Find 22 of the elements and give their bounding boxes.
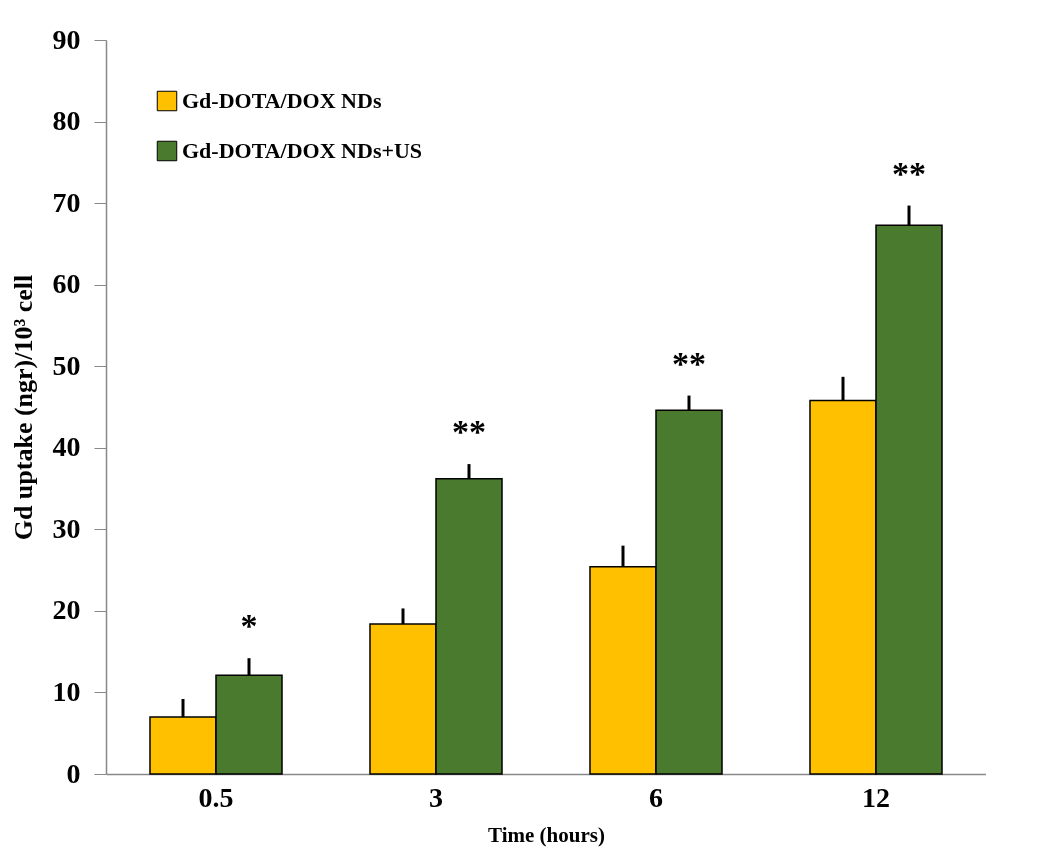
y-tick-label: 80 bbox=[52, 105, 81, 137]
y-tick-label: 10 bbox=[52, 675, 81, 707]
annotation: ** bbox=[672, 344, 706, 382]
annotation: ** bbox=[892, 154, 926, 192]
y-tick-label: 0 bbox=[66, 757, 81, 789]
y-tick-label: 50 bbox=[52, 349, 81, 381]
y-tick-label: 90 bbox=[52, 23, 81, 55]
legend-label: Gd-DOTA/DOX NDs bbox=[182, 88, 382, 113]
y-tick-label: 70 bbox=[52, 186, 81, 218]
x-tick-label: 12 bbox=[862, 781, 890, 813]
y-axis-title: Gd uptake (ngr)/10³ cell bbox=[8, 274, 38, 541]
annotation: * bbox=[240, 607, 258, 645]
x-tick-label: 6 bbox=[649, 781, 663, 813]
x-tick-label: 3 bbox=[429, 781, 443, 813]
x-tick-label: 0.5 bbox=[198, 781, 234, 813]
y-tick-label: 20 bbox=[52, 594, 81, 626]
y-tick-label: 30 bbox=[52, 512, 81, 544]
y-tick-label: 40 bbox=[52, 431, 81, 463]
x-axis-title: Time (hours) bbox=[488, 822, 605, 847]
y-tick-label: 60 bbox=[52, 268, 81, 300]
annotation: ** bbox=[452, 413, 486, 451]
legend-label: Gd-DOTA/DOX NDs+US bbox=[182, 138, 423, 163]
